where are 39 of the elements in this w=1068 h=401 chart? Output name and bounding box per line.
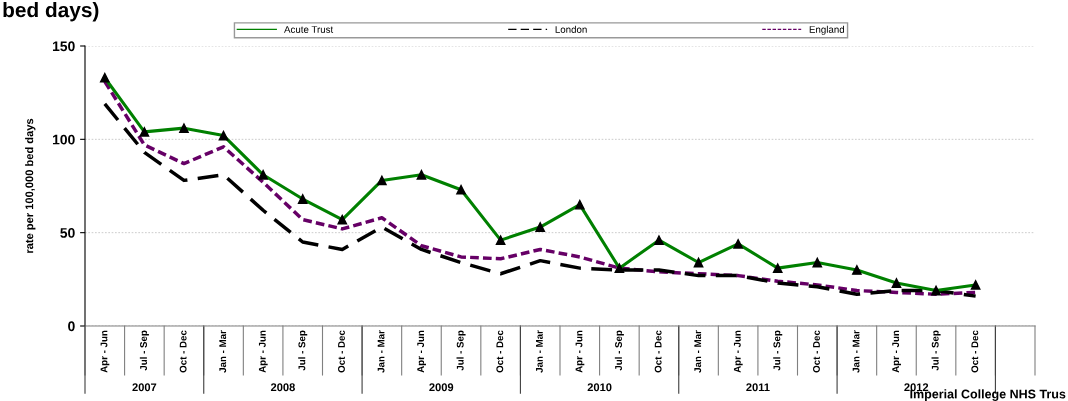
- x-tick-label: Oct - Dec: [179, 330, 187, 373]
- x-tick-label: Jan - Mar: [219, 330, 227, 373]
- y-tick-label: 0: [68, 321, 75, 332]
- legend-label: Acute Trust: [284, 26, 334, 33]
- x-tick-label: Jan - Mar: [852, 330, 860, 373]
- x-tick-label: Oct - Dec: [338, 330, 345, 373]
- y-tick-label: 50: [60, 228, 75, 238]
- x-tick-label: Oct - Dec: [971, 330, 979, 373]
- point: [931, 285, 941, 296]
- text: 2009: [429, 383, 454, 392]
- y-axis-title: rate per 100,000 bed days: [25, 118, 36, 253]
- text: 2011: [746, 383, 770, 392]
- text: 2010: [587, 383, 612, 392]
- point: [614, 263, 625, 273]
- x-tick-label: Oct - Dec: [496, 330, 504, 373]
- x-tick-label: Jul - Sep: [614, 330, 624, 371]
- x-tick-label: Apr - Jun: [258, 330, 268, 373]
- x-tick-label: Jul - Sep: [773, 330, 783, 371]
- x-tick-label: Jan - Mar: [694, 330, 702, 373]
- x-tick-label: Oct - Dec: [654, 330, 662, 373]
- x-tick-label: Apr - Jun: [733, 330, 743, 373]
- x-tick-label: Apr - Jun: [100, 330, 110, 373]
- x-tick-label: Apr - Jun: [417, 330, 426, 373]
- x-tick-label: Jul - Sep: [931, 330, 941, 371]
- y-tick-label: 100: [52, 134, 75, 145]
- x-tick-label: Jul - Sep: [139, 330, 149, 371]
- chart-title: bed days): [3, 2, 99, 22]
- x-tick-label: Apr - Jun: [575, 330, 585, 373]
- legend-label: England: [809, 25, 845, 35]
- x-tick-label: Jan - Mar: [377, 330, 385, 373]
- legend-label: London: [555, 25, 587, 33]
- x-tick-label: Oct - Dec: [813, 330, 820, 373]
- x-tick-label: Jul - Sep: [456, 330, 466, 371]
- x-tick-label: Apr - Jun: [892, 330, 901, 373]
- text: 2007: [132, 383, 157, 392]
- x-tick-label: Jul - Sep: [298, 330, 308, 371]
- y-tick-label: 150: [52, 41, 75, 52]
- x-tick-label: Jan - Mar: [536, 330, 543, 373]
- text: 2008: [270, 383, 295, 392]
